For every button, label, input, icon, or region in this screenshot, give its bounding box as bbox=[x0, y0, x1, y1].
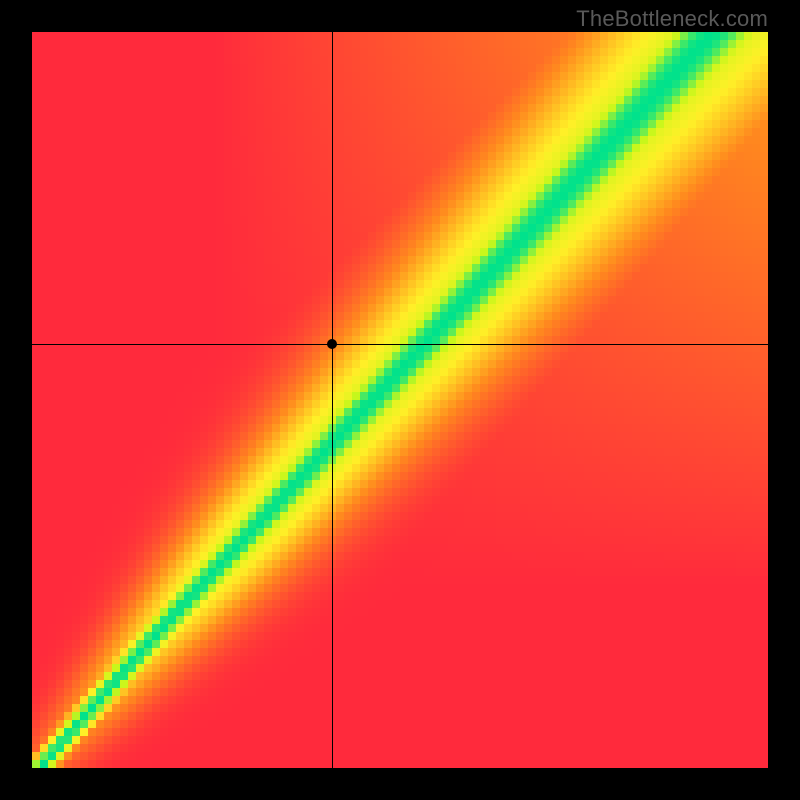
crosshair-vertical bbox=[332, 32, 333, 768]
heatmap-pixels bbox=[32, 32, 768, 768]
heatmap-plot bbox=[32, 32, 768, 768]
crosshair-horizontal bbox=[32, 344, 768, 345]
intersection-marker bbox=[327, 339, 337, 349]
watermark-text: TheBottleneck.com bbox=[576, 6, 768, 32]
